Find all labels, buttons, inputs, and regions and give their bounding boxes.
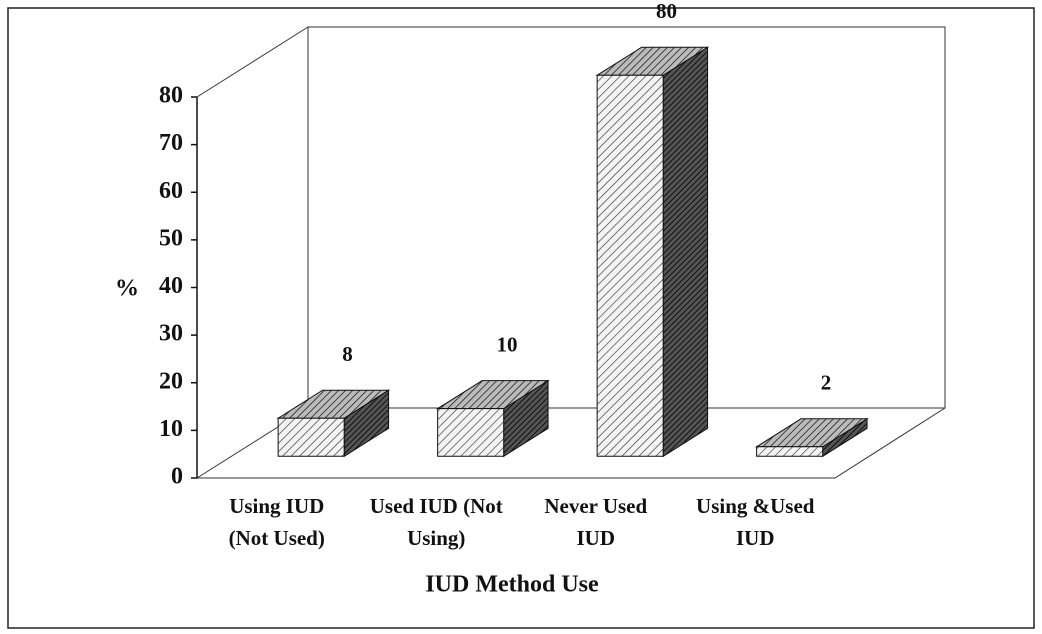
y-tick-label: 40 [159,273,183,299]
y-tick-label: 0 [171,464,183,490]
x-tick-label: (Not Used) [229,526,325,550]
bar [435,379,550,458]
x-tick-label: Using IUD [229,494,324,518]
x-axis-label: IUD Method Use [425,572,599,598]
x-tick-label: IUD [576,526,615,550]
bar [754,417,869,458]
bar-front [596,74,664,457]
x-tick-label: IUD [736,526,775,550]
bar-front [437,408,505,457]
floor-edge [197,407,946,479]
y-tick-label: 60 [159,178,183,204]
value-label: 80 [656,0,677,23]
value-label: 2 [821,371,832,395]
y-tick-label: 20 [159,368,183,394]
y-tick-label: 80 [159,83,183,109]
x-tick-label: Used IUD (Not [370,494,503,518]
bar [276,389,391,458]
y-tick-label: 70 [159,130,183,156]
bar-front [756,446,824,457]
left-wall-edge [196,26,309,98]
frame [7,7,1035,629]
value-label: 8 [342,342,353,366]
y-tick-label: 30 [159,321,183,347]
y-tick-label: 50 [159,225,183,251]
bar [595,46,710,458]
x-tick-label: Never Used [544,494,647,518]
value-label: 10 [497,332,518,356]
bar-front [277,417,345,457]
y-tick-label: 10 [159,416,183,442]
x-tick-label: Using &Used [696,494,815,518]
bar-side [662,46,709,458]
x-tick-label: Using) [407,526,465,550]
y-axis-label: % [115,276,139,302]
